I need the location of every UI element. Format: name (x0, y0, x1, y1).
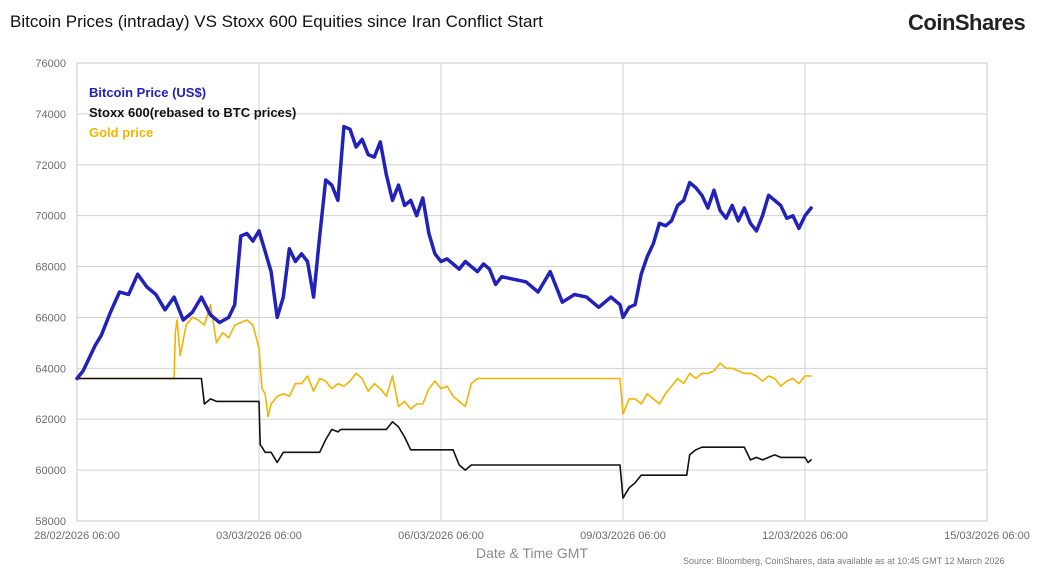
x-tick-label: 28/02/2026 06:00 (34, 530, 120, 542)
bitcoin-price-line (75, 124, 813, 381)
x-tick-label: 15/03/2026 06:00 (944, 530, 1030, 542)
x-axis-ticks: 28/02/2026 06:00 03/03/2026 06:00 06/03/20… (34, 530, 1030, 542)
coinshares-logo: CoinShares (908, 10, 1026, 35)
x-tick-label: 09/03/2026 06:00 (580, 530, 666, 542)
legend-stoxx600: Stoxx 600(rebased to BTC prices) (89, 105, 296, 120)
y-tick-label: 64000 (35, 363, 66, 375)
chart-title: Bitcoin Prices (intraday) VS Stoxx 600 E… (10, 12, 543, 31)
stoxx600-line (76, 377, 812, 499)
y-tick-label: 72000 (35, 160, 66, 172)
legend-bitcoin: Bitcoin Price (US$) (89, 85, 206, 100)
x-tick-label: 06/03/2026 06:00 (398, 530, 484, 542)
plot-area-frame (76, 62, 988, 522)
y-tick-label: 68000 (35, 262, 66, 274)
gold-price-line (76, 303, 812, 418)
grid-lines (77, 63, 987, 521)
y-tick-label: 70000 (35, 211, 66, 223)
x-tick-label: 12/03/2026 06:00 (762, 530, 848, 542)
legend-gold: Gold price (89, 125, 153, 140)
x-axis-label: Date & Time GMT (476, 545, 588, 561)
y-tick-label: 58000 (35, 516, 66, 528)
y-tick-label: 66000 (35, 312, 66, 324)
y-tick-label: 76000 (35, 58, 66, 70)
x-tick-label: 03/03/2026 06:00 (216, 530, 302, 542)
y-tick-label: 60000 (35, 465, 66, 477)
y-axis-ticks: 58000 60000 62000 64000 66000 68000 70000 72000… (35, 58, 66, 528)
source-note: Source: Bloomberg, CoinShares, data avai… (683, 556, 1005, 566)
series-lines (75, 124, 813, 499)
legend: Bitcoin Price (US$) Stoxx 600(rebased to … (89, 85, 296, 140)
y-tick-label: 74000 (35, 109, 66, 121)
y-tick-label: 62000 (35, 414, 66, 426)
